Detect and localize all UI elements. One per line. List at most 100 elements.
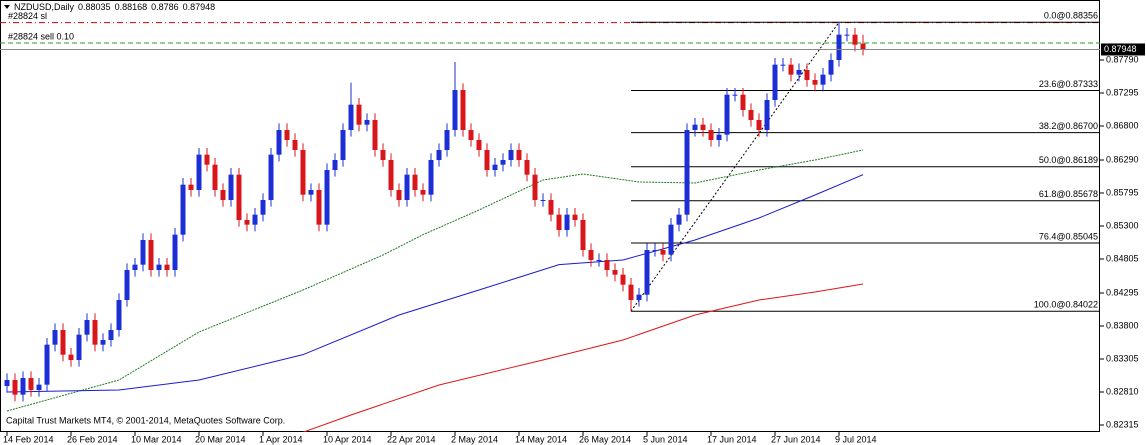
x-tick-label: 10 Mar 2014	[131, 434, 182, 444]
candle-body	[84, 320, 90, 335]
candle-body	[556, 214, 562, 230]
candle-body	[324, 170, 330, 225]
candle-body	[364, 120, 370, 125]
x-tick-label: 26 Feb 2014	[67, 434, 118, 444]
candle-body	[20, 378, 26, 395]
candle-body	[76, 334, 82, 360]
moving-average	[6, 149, 864, 412]
fib-label: 0.0@0.88356	[1044, 11, 1098, 21]
candle-body	[268, 154, 274, 200]
candle-body	[660, 250, 666, 255]
candle-body	[444, 130, 450, 150]
y-tick-label: 0.87790	[1106, 54, 1139, 64]
candle-body	[700, 124, 706, 130]
candle-body	[428, 160, 434, 195]
low-value: 0.8786	[151, 2, 179, 12]
candle-body	[724, 94, 730, 135]
fib-label: 38.2@0.86700	[1039, 121, 1098, 131]
y-tick-label: 0.85300	[1106, 220, 1139, 230]
candle-body	[276, 130, 282, 155]
candle-body	[60, 330, 66, 355]
candle-body	[572, 214, 578, 220]
candle-body	[676, 214, 682, 225]
high-value: 0.88168	[115, 2, 148, 12]
candle-body	[300, 150, 306, 195]
candle-body	[260, 200, 266, 215]
y-tick-label: 0.84805	[1106, 253, 1139, 263]
copyright: Capital Trust Markets MT4, © 2001-2014, …	[6, 415, 285, 425]
candle-body	[756, 120, 762, 130]
fib-label: 100.0@0.84022	[1034, 300, 1098, 310]
y-tick-label: 0.83800	[1106, 320, 1139, 330]
candle-body	[540, 200, 546, 201]
x-tick-label: 5 Jun 2014	[643, 434, 688, 444]
candle-body	[292, 140, 298, 150]
candle-body	[644, 250, 650, 295]
candle-body	[380, 150, 386, 160]
candle-body	[124, 270, 130, 300]
candle-body	[748, 110, 754, 120]
order-label: #28824 sl	[8, 11, 47, 21]
y-tick-label: 0.87295	[1106, 87, 1139, 97]
fib-label: 76.4@0.85045	[1039, 231, 1098, 241]
candle-body	[436, 150, 442, 160]
candle-body	[204, 154, 210, 165]
moving-average	[6, 174, 864, 393]
order-label: #28824 sell 0.10	[8, 31, 74, 41]
x-tick-label: 22 Apr 2014	[387, 434, 436, 444]
candle-body	[508, 150, 514, 160]
candle-body	[12, 380, 18, 395]
candle-body	[684, 130, 690, 215]
x-tick-label: 2 May 2014	[451, 434, 498, 444]
candle-body	[236, 174, 242, 220]
x-tick-label: 10 Apr 2014	[323, 434, 372, 444]
candle-body	[628, 284, 634, 300]
candle-body	[220, 190, 226, 200]
candle-body	[716, 134, 722, 140]
x-tick-label: 17 Jun 2014	[707, 434, 757, 444]
y-tick-label: 0.86290	[1106, 154, 1139, 164]
menu-arrow[interactable]	[4, 5, 10, 9]
candle-body	[740, 94, 746, 110]
close-value: 0.87948	[183, 2, 216, 12]
candle-body	[4, 380, 10, 386]
candle-body	[140, 240, 146, 265]
candle-body	[308, 190, 314, 195]
candle-body	[460, 90, 466, 130]
candle-body	[548, 200, 554, 215]
candle-body	[588, 250, 594, 260]
candle-body	[172, 234, 178, 270]
candle-body	[708, 130, 714, 140]
candle-body	[180, 184, 186, 235]
x-tick-label: 9 Jul 2014	[835, 434, 877, 444]
candle-body	[788, 64, 794, 75]
candle-body	[44, 344, 50, 385]
candle-body	[596, 260, 602, 261]
candle-body	[348, 104, 354, 130]
candle-body	[524, 160, 530, 175]
x-tick-label: 27 Jun 2014	[771, 434, 821, 444]
candle-body	[212, 164, 218, 190]
y-tick-label: 0.85795	[1106, 187, 1139, 197]
current-price-box	[1101, 43, 1145, 56]
candle-body	[404, 174, 410, 200]
candle-body	[484, 150, 490, 170]
candle-body	[604, 260, 610, 270]
candle-body	[420, 190, 426, 195]
candle-body	[772, 64, 778, 100]
candle-body	[764, 100, 770, 130]
candle-body	[492, 164, 498, 170]
candle-body	[372, 120, 378, 150]
candle-body	[852, 34, 858, 45]
candle-body	[612, 270, 618, 275]
candle-body	[804, 70, 810, 80]
candle-body	[476, 140, 482, 150]
candle-body	[108, 330, 114, 340]
candle-body	[532, 174, 538, 200]
candle-body	[36, 384, 42, 390]
candle-body	[692, 124, 698, 130]
x-tick-label: 14 May 2014	[515, 434, 567, 444]
candle-body	[812, 80, 818, 85]
candle-body	[148, 240, 154, 270]
